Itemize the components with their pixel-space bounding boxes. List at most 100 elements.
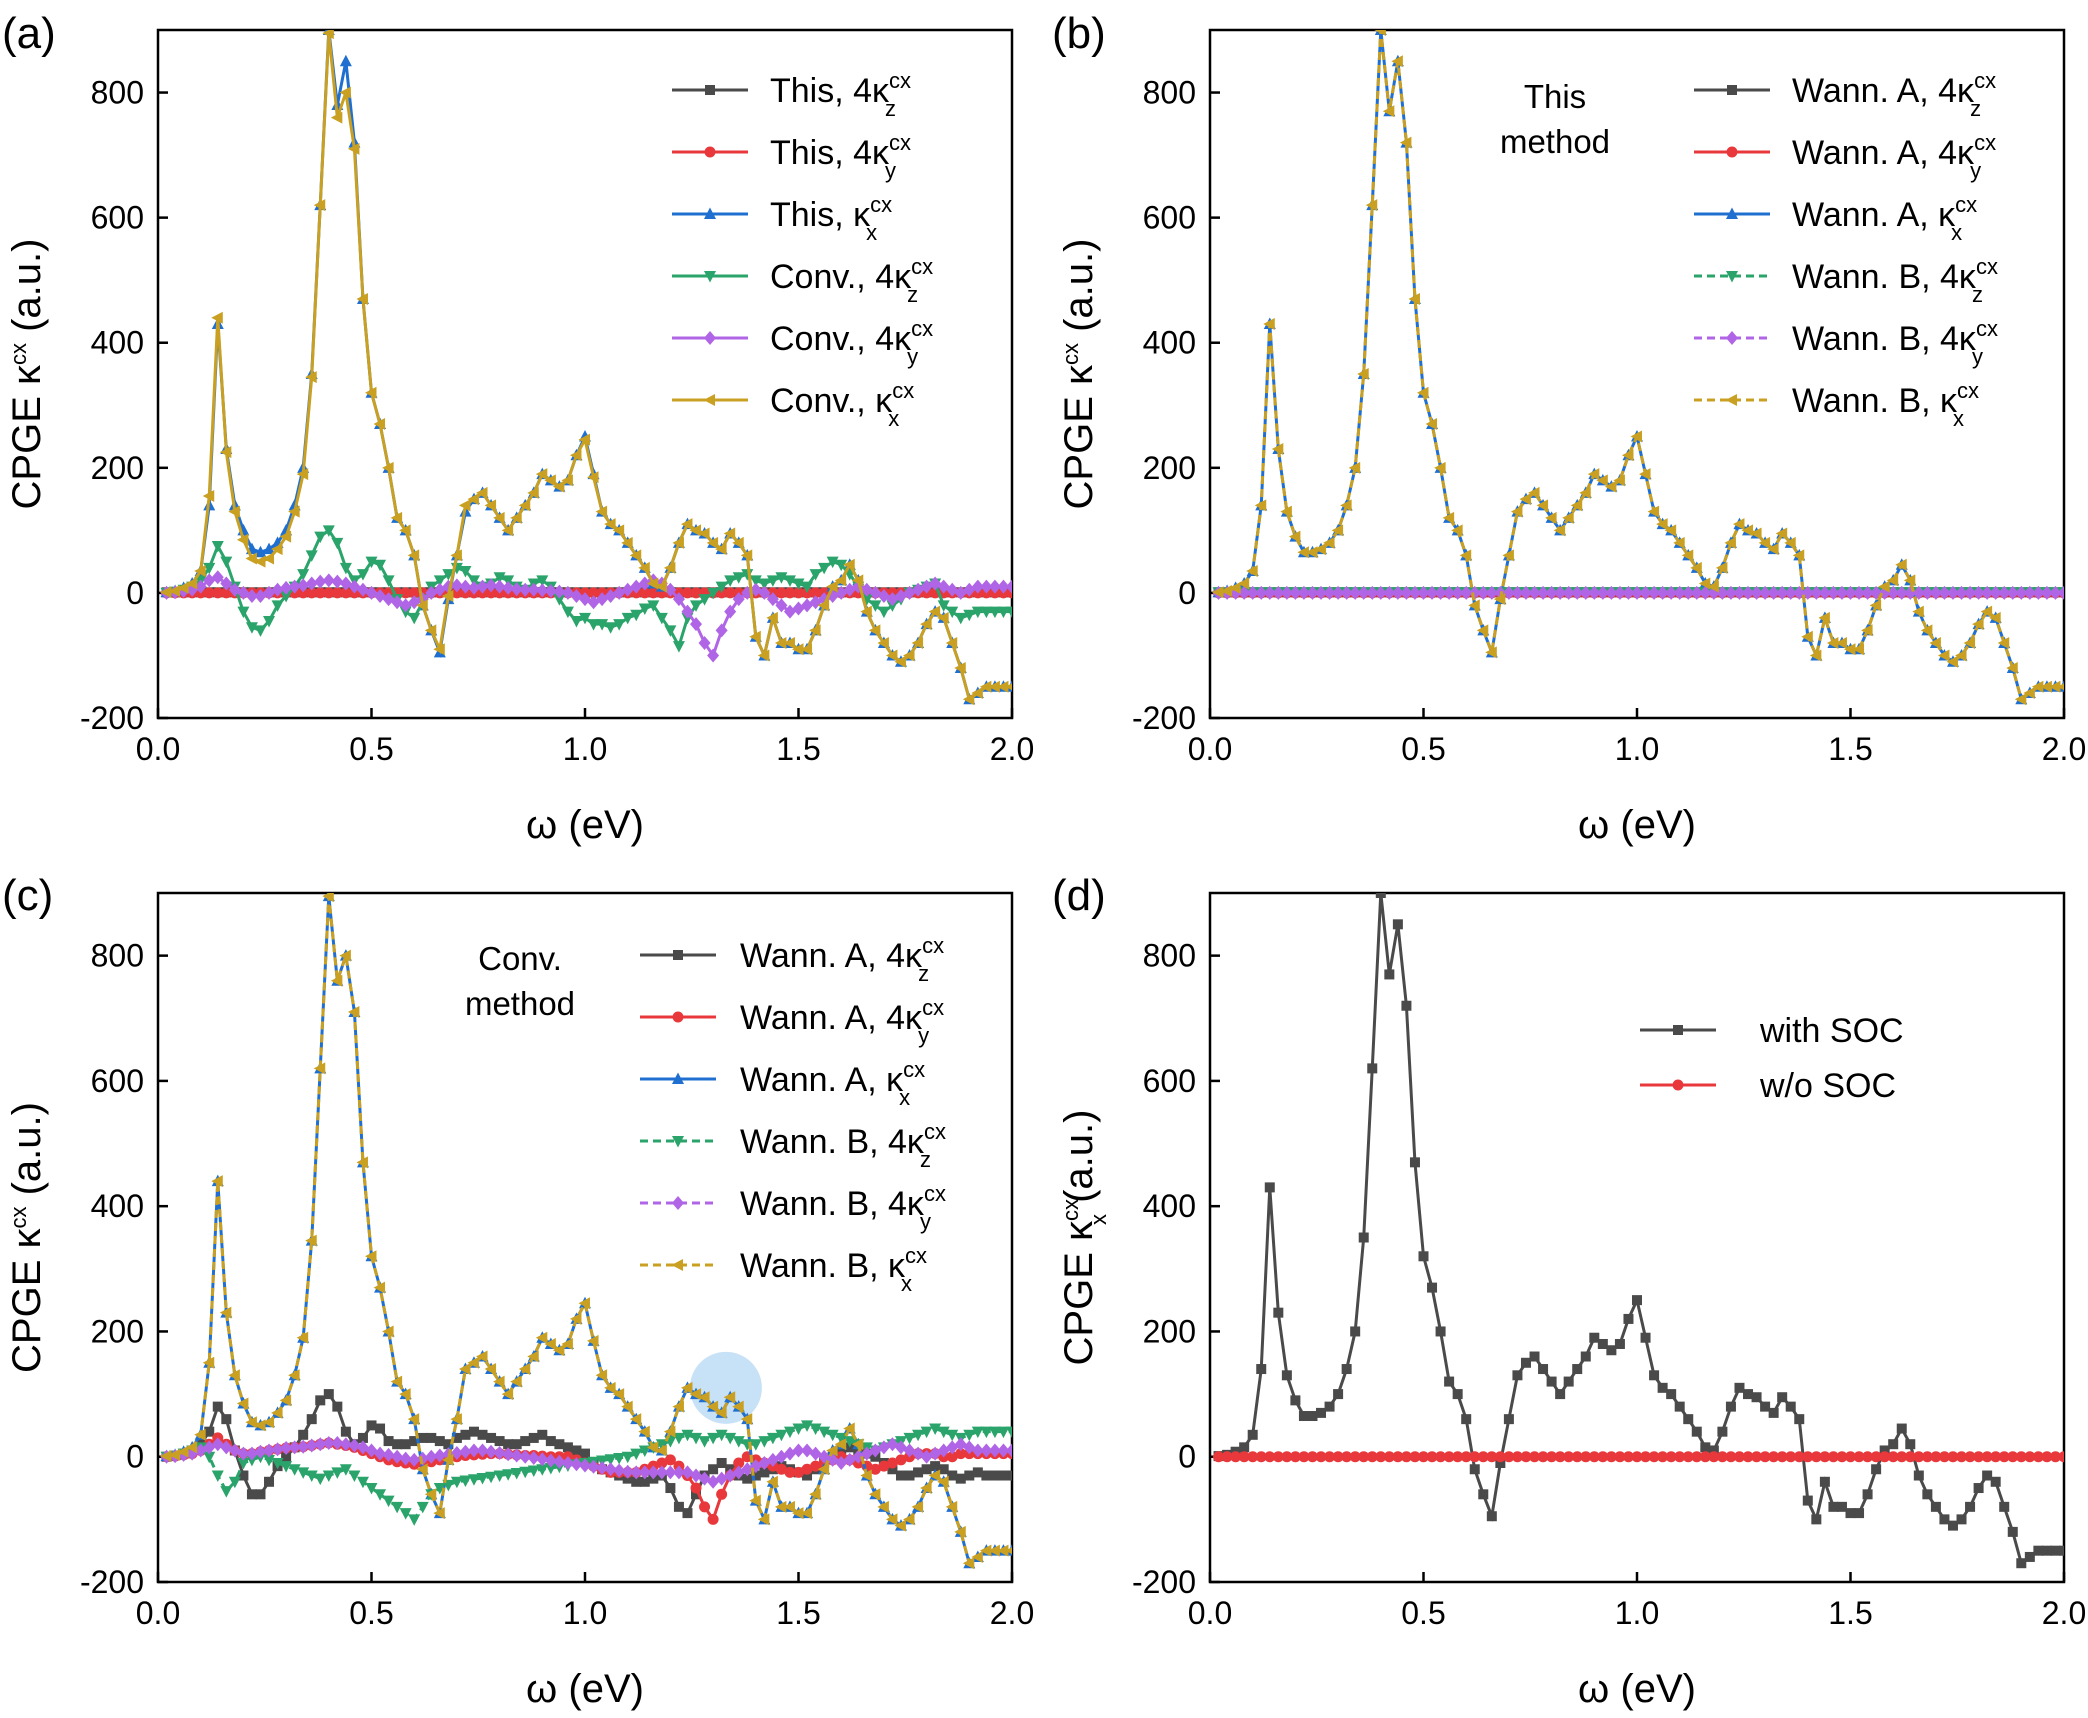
data-point	[424, 1488, 437, 1501]
data-point	[1981, 1451, 1993, 1463]
data-point	[356, 569, 369, 581]
plot-area	[1213, 893, 2064, 1569]
data-point	[723, 1391, 736, 1404]
data-point	[988, 579, 1001, 594]
data-point	[417, 1432, 428, 1443]
data-point	[518, 499, 531, 512]
data-point	[476, 579, 489, 594]
data-point	[1478, 1489, 1489, 1500]
data-point	[1298, 1451, 1310, 1463]
data-point	[784, 1466, 796, 1478]
data-point	[962, 693, 975, 706]
data-point	[228, 505, 240, 518]
x-axis-label: ω (eV)	[526, 803, 644, 847]
data-point	[809, 569, 822, 581]
data-point	[1621, 449, 1634, 462]
data-point	[646, 577, 659, 590]
data-point	[450, 1445, 463, 1460]
data-point	[826, 580, 838, 593]
legend-entry: Wann. A, 4κcx y	[640, 995, 944, 1048]
data-point	[971, 1443, 984, 1458]
legend-marker	[672, 1072, 684, 1084]
data-point	[749, 575, 762, 587]
panel-label: (c)	[2, 871, 53, 920]
data-point	[766, 1432, 779, 1445]
data-point	[288, 579, 301, 594]
data-point	[1640, 1332, 1651, 1343]
data-point	[1426, 1451, 1438, 1463]
data-point	[766, 1475, 778, 1488]
data-point	[920, 1426, 933, 1439]
data-point	[750, 1470, 761, 1481]
data-point	[1759, 585, 1772, 600]
y-tick-label: 400	[1143, 1188, 1196, 1224]
data-point	[724, 587, 736, 599]
data-point	[868, 624, 881, 637]
data-point	[459, 1444, 472, 1459]
data-point	[1572, 1364, 1583, 1375]
data-point	[793, 587, 804, 599]
series-line	[166, 895, 1012, 1566]
data-point	[1818, 585, 1831, 600]
data-point	[1878, 580, 1890, 593]
data-point	[348, 1470, 361, 1483]
chart-panel-0: (a) 0.0 0.5 1.0 1.5 2.0 -200 0 200 400 600 800 ω (eV…	[2, 9, 1034, 847]
data-point	[520, 1436, 531, 1447]
data-point	[1870, 1451, 1882, 1463]
data-point	[698, 1391, 710, 1404]
x-tick-label: 0.5	[1401, 731, 1445, 767]
y-tick-label: 800	[91, 938, 144, 974]
data-point	[758, 578, 771, 591]
data-point	[280, 1440, 293, 1455]
data-point	[1854, 1508, 1865, 1519]
data-point	[1529, 1451, 1541, 1463]
legend-marker	[1673, 1025, 1683, 1035]
legend-entry: Conv., 4κcx z	[672, 254, 933, 307]
data-point	[375, 1423, 386, 1434]
data-point	[1895, 558, 1907, 571]
data-point	[407, 549, 420, 562]
data-point	[1785, 1401, 1796, 1412]
data-point	[1673, 585, 1686, 600]
data-point	[1819, 1476, 1830, 1487]
data-point	[1913, 1470, 1924, 1481]
data-point	[1519, 585, 1532, 600]
data-point	[553, 584, 566, 599]
y-tick-label: 0	[1178, 575, 1196, 611]
data-point	[391, 1449, 404, 1464]
data-point	[877, 636, 889, 649]
data-point	[604, 1454, 617, 1466]
data-point	[1375, 893, 1386, 898]
data-point	[1596, 474, 1608, 487]
series-line	[166, 32, 1012, 702]
data-point	[1459, 549, 1472, 562]
data-point	[1801, 630, 1813, 643]
data-point	[416, 1501, 429, 1514]
data-point	[1469, 1464, 1480, 1475]
data-point	[1639, 585, 1652, 600]
data-point	[340, 1426, 351, 1437]
data-point	[1964, 1451, 1976, 1463]
data-point	[1357, 368, 1369, 380]
data-point	[220, 556, 233, 569]
data-point	[245, 1416, 257, 1429]
data-point	[1716, 585, 1729, 600]
data-point	[621, 1400, 633, 1413]
data-point	[494, 1436, 505, 1447]
data-point	[322, 30, 334, 40]
data-point	[366, 1420, 377, 1431]
data-point	[459, 566, 472, 578]
y-tick-label: 400	[91, 325, 144, 361]
data-point	[2024, 1451, 2036, 1463]
annotation-text: method	[465, 985, 575, 1022]
data-point	[1435, 1326, 1446, 1337]
data-point	[1357, 585, 1370, 600]
data-point	[271, 1406, 283, 1419]
data-point	[1631, 1451, 1643, 1463]
data-point	[1452, 1451, 1464, 1463]
data-point	[638, 603, 651, 616]
data-point	[1827, 1451, 1839, 1463]
data-point	[1281, 1370, 1292, 1381]
data-point	[690, 1432, 703, 1445]
data-point	[331, 587, 343, 599]
